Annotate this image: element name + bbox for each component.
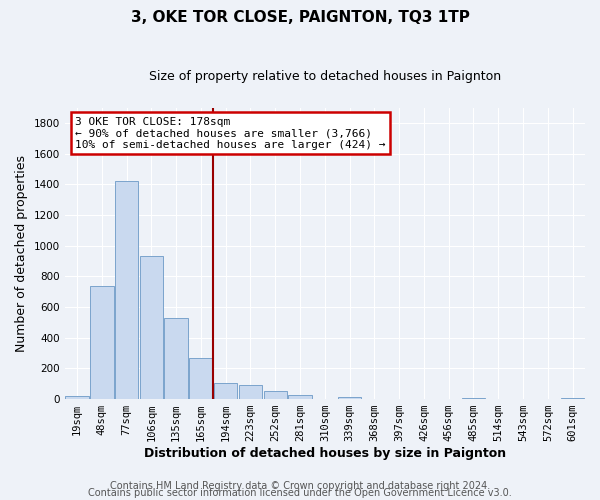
Bar	[338, 397, 361, 399]
Bar	[263, 392, 287, 399]
Text: Contains HM Land Registry data © Crown copyright and database right 2024.: Contains HM Land Registry data © Crown c…	[110, 481, 490, 491]
Title: Size of property relative to detached houses in Paignton: Size of property relative to detached ho…	[149, 70, 501, 83]
Text: 3, OKE TOR CLOSE, PAIGNTON, TQ3 1TP: 3, OKE TOR CLOSE, PAIGNTON, TQ3 1TP	[131, 10, 469, 25]
Text: Contains public sector information licensed under the Open Government Licence v3: Contains public sector information licen…	[88, 488, 512, 498]
Bar	[288, 396, 312, 399]
Bar	[65, 396, 89, 399]
Bar	[115, 182, 139, 399]
Bar	[140, 256, 163, 399]
Bar	[189, 358, 213, 399]
X-axis label: Distribution of detached houses by size in Paignton: Distribution of detached houses by size …	[144, 447, 506, 460]
Y-axis label: Number of detached properties: Number of detached properties	[15, 155, 28, 352]
Bar	[164, 318, 188, 399]
Bar	[239, 386, 262, 399]
Bar	[90, 286, 113, 399]
Text: 3 OKE TOR CLOSE: 178sqm
← 90% of detached houses are smaller (3,766)
10% of semi: 3 OKE TOR CLOSE: 178sqm ← 90% of detache…	[75, 116, 386, 150]
Bar	[462, 398, 485, 399]
Bar	[561, 398, 584, 399]
Bar	[214, 383, 238, 399]
